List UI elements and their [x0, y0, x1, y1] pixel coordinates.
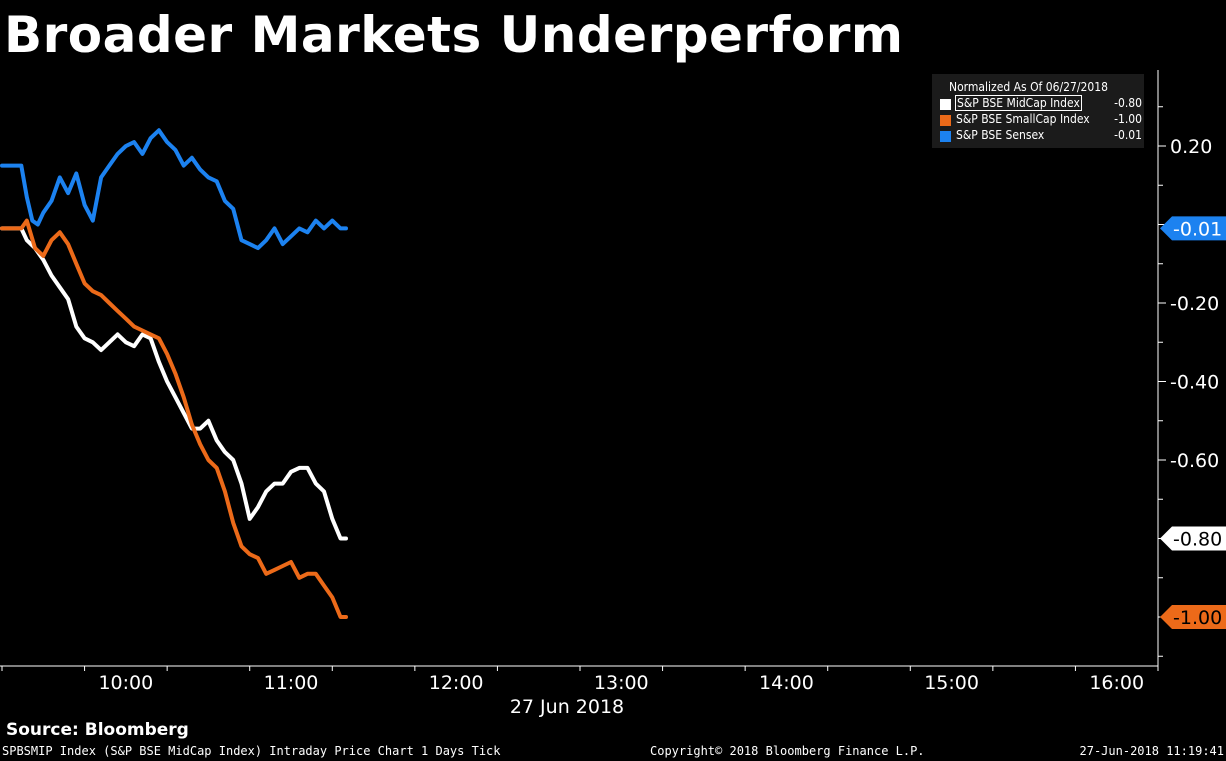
legend-value: -1.00: [1114, 112, 1142, 126]
legend-label: S&P BSE SmallCap Index: [956, 112, 1090, 126]
series-line-s-p-bse-midcap-index: [0, 226, 348, 541]
y-tick-label: -0.60: [1170, 450, 1219, 472]
chart-axes: [0, 70, 1166, 671]
x-tick-label: 14:00: [759, 672, 814, 694]
legend-entry-smallcap[interactable]: S&P BSE SmallCap Index -1.00: [940, 112, 1142, 127]
y-tick-label: 0.20: [1170, 136, 1212, 158]
last-value-text: -0.80: [1173, 529, 1222, 551]
last-value-tag: [1160, 216, 1226, 241]
legend-value: -0.80: [1114, 96, 1142, 110]
x-axis-label: 27 Jun 2018: [510, 696, 624, 718]
x-tick-label: 15:00: [924, 672, 979, 694]
footer-timestamp: 27-Jun-2018 11:19:41: [1079, 744, 1225, 758]
x-tick-label: 12:00: [429, 672, 484, 694]
legend-header: Normalized As Of 06/27/2018: [949, 80, 1108, 94]
last-value-text: -0.01: [1173, 218, 1222, 240]
legend-swatch-smallcap: [940, 115, 951, 126]
legend-entry-midcap[interactable]: S&P BSE MidCap Index -0.80: [940, 95, 1142, 111]
legend-label: S&P BSE MidCap Index: [955, 95, 1082, 111]
legend-entry-sensex[interactable]: S&P BSE Sensex -0.01: [940, 128, 1142, 143]
y-tick-label: -0.40: [1170, 372, 1219, 394]
legend: Normalized As Of 06/27/2018 S&P BSE MidC…: [932, 74, 1144, 148]
series-line-s-p-bse-smallcap-index: [0, 218, 348, 619]
x-tick-label: 11:00: [264, 672, 319, 694]
last-value-text: -1.00: [1173, 607, 1222, 629]
footer-copyright: Copyright© 2018 Bloomberg Finance L.P.: [650, 744, 925, 758]
last-value-tag: [1160, 526, 1226, 551]
x-tick-label: 10:00: [98, 672, 153, 694]
chart-title: Broader Markets Underperform: [4, 6, 904, 64]
legend-swatch-midcap: [940, 99, 951, 110]
tick-labels: 10:00 11:00 12:00 13:00 14:00 15:00 16:00 0.20 -…: [98, 136, 1219, 718]
legend-swatch-sensex: [940, 131, 951, 142]
footer-description: SPBSMIP Index (S&P BSE MidCap Index) Int…: [2, 744, 501, 758]
legend-label: S&P BSE Sensex: [956, 128, 1045, 142]
source-note: Source: Bloomberg: [6, 720, 189, 740]
x-tick-label: 13:00: [594, 672, 649, 694]
last-value-labels: -0.01 -0.80 -1.00: [1160, 216, 1226, 629]
series-lines: [0, 128, 348, 619]
y-tick-label: -0.20: [1170, 293, 1219, 315]
legend-value: -0.01: [1114, 128, 1142, 142]
series-line-s-p-bse-sensex: [0, 128, 348, 251]
x-tick-label: 16:00: [1089, 672, 1144, 694]
last-value-tag: [1160, 605, 1226, 629]
